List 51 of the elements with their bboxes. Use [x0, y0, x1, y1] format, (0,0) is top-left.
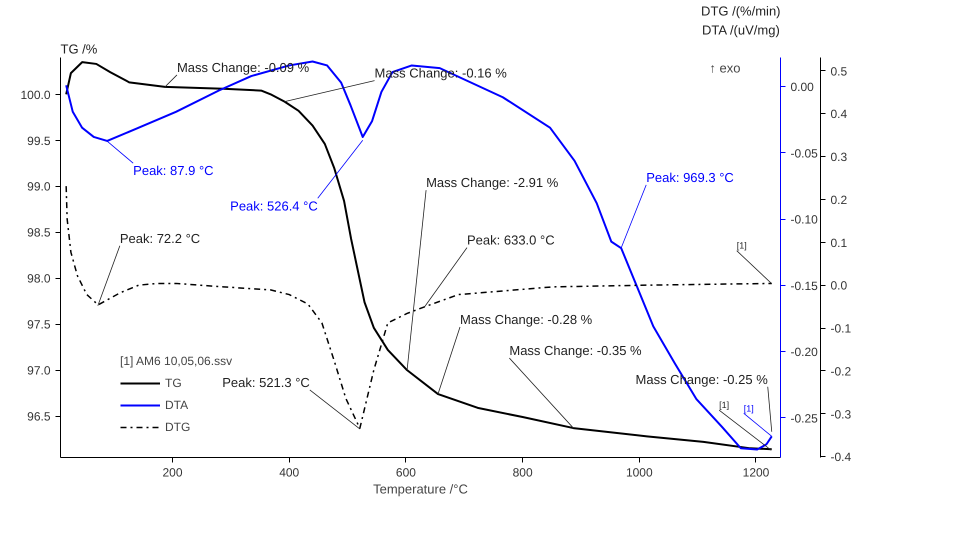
- annotation: Peak: 72.2 °C: [120, 230, 200, 246]
- y2-tick-label: -0.15: [790, 278, 818, 293]
- y3-tick-label: -0.4: [830, 450, 852, 464]
- x-tick-label: 200: [162, 466, 183, 480]
- annotation: Peak: 521.3 °C: [222, 374, 310, 390]
- annotation: Mass Change: -0.28 %: [460, 312, 593, 328]
- y3-tick-label: -0.2: [830, 364, 852, 378]
- y-tick-label: 99.0: [27, 180, 51, 194]
- y3-tick-label: 0.0: [830, 278, 848, 293]
- y2-tick-label: -0.05: [790, 146, 818, 160]
- legend-label: DTG: [165, 420, 190, 434]
- x-tick-label: 800: [512, 466, 533, 480]
- annotation: Mass Change: -0.35 %: [509, 343, 642, 358]
- x-tick-label: 1200: [742, 466, 770, 480]
- y3-tick-label: 0.4: [830, 107, 848, 122]
- annotation: [1]: [744, 403, 754, 414]
- annotation: Peak: 969.3 °C: [646, 170, 734, 185]
- y3-tick-label: 0.1: [830, 236, 848, 250]
- y2-tick-label: 0.00: [790, 80, 814, 94]
- annotation: Peak: 633.0 °C: [467, 232, 555, 248]
- y-tick-label: 97.0: [27, 364, 51, 378]
- y3-tick-label: -0.3: [830, 407, 852, 422]
- annotation: Peak: 526.4 °C: [230, 198, 318, 214]
- legend-label: TG: [165, 376, 183, 390]
- annotation: ↑ exo: [709, 60, 741, 76]
- legend-label: DTA: [165, 398, 188, 412]
- y-tick-label: 98.0: [27, 272, 51, 286]
- y-tick-label: 97.5: [27, 318, 51, 332]
- legend-title: [1] AM6 10,05,06.ssv: [120, 354, 232, 368]
- annotation: Peak: 87.9 °C: [133, 163, 214, 178]
- y2-tick-label: -0.10: [790, 212, 818, 227]
- x-tick-label: 600: [396, 466, 416, 480]
- y3-tick-label: 0.3: [830, 150, 848, 164]
- y2-tick-label: -0.25: [790, 411, 818, 426]
- y-tick-label: 99.5: [27, 134, 51, 148]
- y3-tick-label: 0.5: [830, 64, 848, 78]
- y3-tick-label: -0.1: [830, 322, 852, 336]
- annotation: Mass Change: -2.91 %: [426, 175, 559, 190]
- y-tick-label: 98.5: [27, 226, 51, 240]
- x-tick-label: 1000: [626, 466, 653, 480]
- y-tick-label: 96.5: [27, 410, 51, 424]
- annotation: [1]: [736, 240, 747, 251]
- y-axis-title: TG /%: [60, 42, 98, 56]
- y3-axis-title: DTG /(%/min): [701, 4, 781, 18]
- y2-axis-title: DTA /(uV/mg): [702, 22, 780, 38]
- x-tick-label: 400: [279, 466, 300, 480]
- y2-tick-label: -0.20: [790, 345, 818, 360]
- y3-tick-label: 0.2: [830, 192, 848, 207]
- y-tick-label: 100.0: [20, 88, 51, 102]
- x-axis-title: Temperature /°C: [373, 482, 468, 496]
- annotation: [1]: [719, 400, 730, 410]
